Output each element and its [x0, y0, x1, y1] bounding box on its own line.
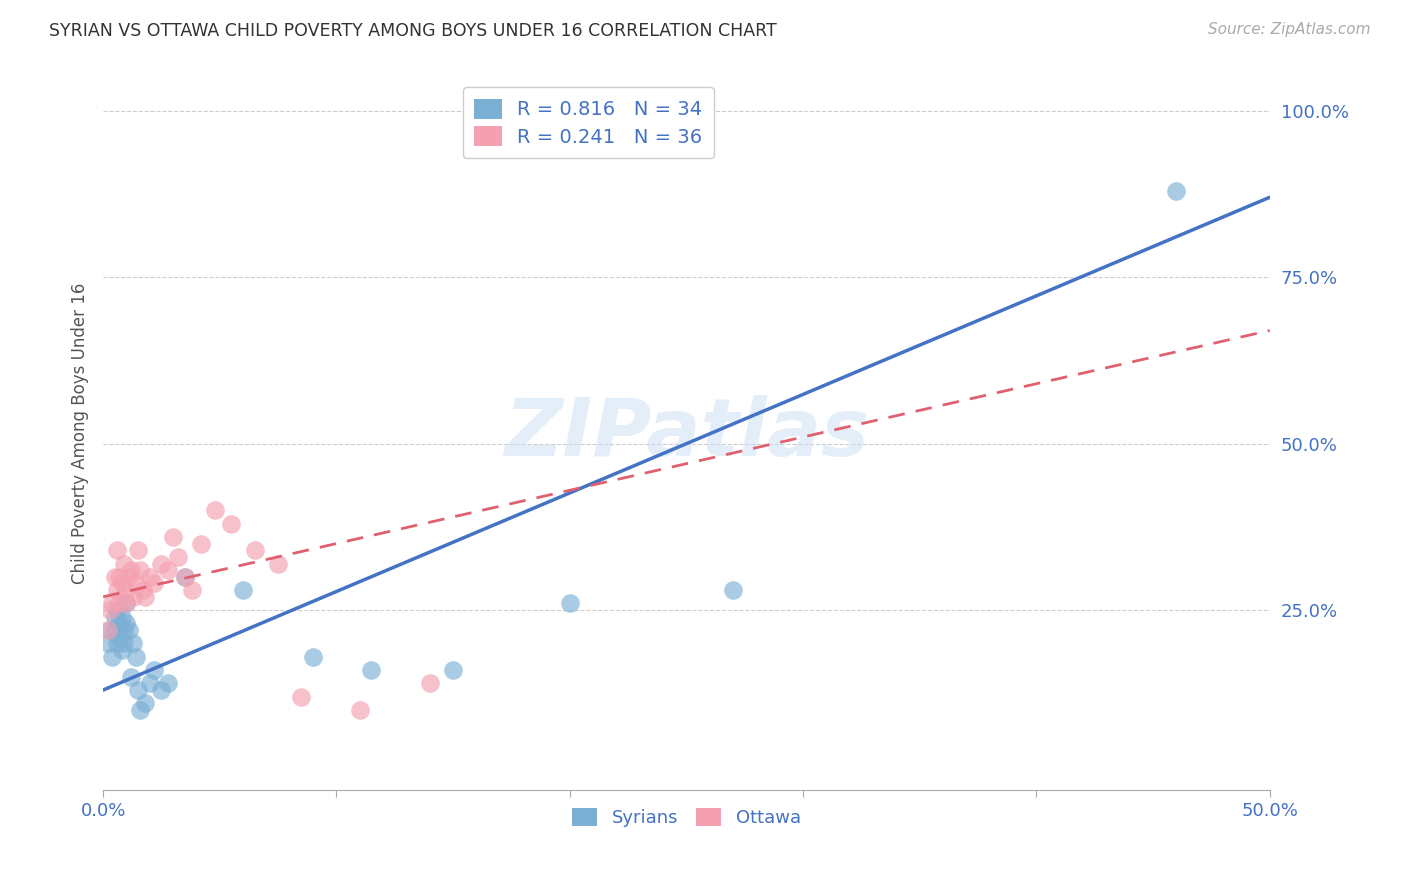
- Point: [190, 536, 212, 550]
- Point: [112, 557, 135, 571]
- Point: [127, 543, 149, 558]
- Point: [101, 597, 124, 611]
- Point: [115, 597, 138, 611]
- Point: [134, 697, 156, 711]
- Point: [118, 570, 141, 584]
- Point: [349, 703, 371, 717]
- Point: [105, 543, 128, 558]
- Point: [360, 663, 382, 677]
- Point: [111, 643, 134, 657]
- Point: [173, 570, 195, 584]
- Point: [441, 663, 464, 677]
- Point: [127, 683, 149, 698]
- Point: [134, 590, 156, 604]
- Point: [143, 576, 166, 591]
- Point: [112, 623, 135, 637]
- Point: [173, 570, 195, 584]
- Point: [125, 649, 148, 664]
- Text: SYRIAN VS OTTAWA CHILD POVERTY AMONG BOYS UNDER 16 CORRELATION CHART: SYRIAN VS OTTAWA CHILD POVERTY AMONG BOY…: [49, 22, 778, 40]
- Point: [221, 516, 243, 531]
- Point: [1166, 184, 1188, 198]
- Point: [139, 570, 162, 584]
- Point: [290, 690, 312, 704]
- Point: [105, 603, 128, 617]
- Point: [118, 623, 141, 637]
- Point: [97, 636, 120, 650]
- Point: [129, 703, 152, 717]
- Point: [108, 597, 131, 611]
- Point: [139, 676, 162, 690]
- Point: [120, 670, 142, 684]
- Point: [104, 623, 127, 637]
- Point: [243, 543, 266, 558]
- Legend: Syrians, Ottawa: Syrians, Ottawa: [565, 800, 808, 834]
- Point: [157, 676, 180, 690]
- Point: [97, 623, 120, 637]
- Point: [120, 563, 142, 577]
- Point: [721, 583, 744, 598]
- Point: [150, 683, 173, 698]
- Point: [105, 583, 128, 598]
- Point: [104, 609, 127, 624]
- Point: [101, 649, 124, 664]
- Point: [419, 676, 441, 690]
- Point: [108, 570, 131, 584]
- Point: [150, 557, 173, 571]
- Point: [558, 597, 581, 611]
- Point: [115, 597, 138, 611]
- Point: [112, 636, 135, 650]
- Point: [115, 583, 138, 598]
- Point: [132, 583, 155, 598]
- Point: [108, 616, 131, 631]
- Point: [105, 636, 128, 650]
- Point: [157, 563, 180, 577]
- Point: [232, 583, 254, 598]
- Point: [98, 623, 121, 637]
- Point: [166, 549, 188, 564]
- Point: [302, 649, 325, 664]
- Point: [143, 663, 166, 677]
- Text: ZIPatlas: ZIPatlas: [503, 394, 869, 473]
- Point: [111, 576, 134, 591]
- Point: [267, 557, 290, 571]
- Point: [108, 630, 131, 644]
- Point: [104, 570, 127, 584]
- Y-axis label: Child Poverty Among Boys Under 16: Child Poverty Among Boys Under 16: [72, 283, 89, 584]
- Point: [111, 609, 134, 624]
- Point: [204, 503, 226, 517]
- Point: [115, 616, 138, 631]
- Point: [129, 563, 152, 577]
- Point: [122, 636, 145, 650]
- Point: [98, 603, 121, 617]
- Point: [180, 583, 202, 598]
- Point: [122, 590, 145, 604]
- Point: [162, 530, 184, 544]
- Point: [125, 576, 148, 591]
- Text: Source: ZipAtlas.com: Source: ZipAtlas.com: [1208, 22, 1371, 37]
